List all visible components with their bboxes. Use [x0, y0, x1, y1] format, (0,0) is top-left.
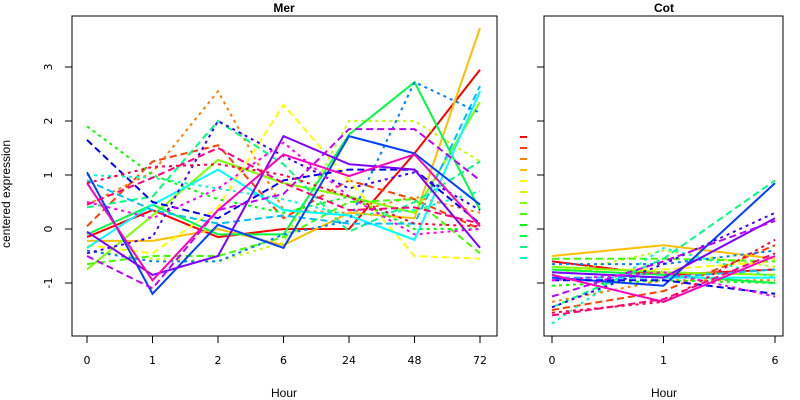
series-line-s19 — [551, 217, 776, 279]
series-line-s4 — [87, 27, 481, 247]
y-axis-cot — [537, 66, 544, 284]
x-tick-label: 6 — [280, 354, 287, 367]
x-axis-mer: 0 1 2 6 24 48 72 — [84, 336, 487, 367]
series-line-s18 — [551, 211, 776, 309]
series-line-s18 — [86, 119, 481, 255]
series-line-s4 — [551, 244, 776, 260]
x-tick-label: 0 — [549, 354, 556, 367]
x-axis-title-mer: Hour — [271, 386, 297, 400]
x-tick-label: 1 — [660, 354, 667, 367]
panel-title-cot: Cot — [654, 1, 674, 15]
series-line-s20 — [86, 128, 481, 290]
panel-title-mer: Mer — [273, 1, 295, 15]
x-tick-label: 1 — [149, 354, 156, 367]
series-line-s11 — [551, 179, 776, 309]
series-line-s17 — [552, 279, 776, 295]
x-tick-label: 0 — [84, 354, 91, 367]
series-line-s7 — [86, 101, 481, 271]
y-axis-mer: -1 0 1 2 3 — [42, 64, 72, 289]
series-line-s11 — [86, 119, 481, 233]
series-line-s22 — [86, 153, 481, 282]
series-lines-cot — [551, 179, 776, 325]
series-line-s21 — [86, 141, 481, 236]
plot-frame-mer — [71, 15, 498, 337]
legend-cot — [520, 136, 527, 259]
series-lines-mer — [86, 27, 481, 296]
x-tick-label: 72 — [473, 354, 487, 367]
series-line-s5 — [86, 103, 481, 260]
x-axis-cot: 0 1 6 — [549, 336, 779, 367]
series-line-s23 — [86, 146, 481, 225]
series-line-s16 — [86, 134, 481, 296]
y-axis-title: centered expression — [0, 140, 13, 248]
plot-frame-cot — [543, 15, 784, 337]
series-line-s19 — [86, 134, 481, 276]
series-line-s9 — [86, 125, 480, 230]
x-tick-label: 48 — [408, 354, 422, 367]
x-axis-title-cot: Hour — [651, 386, 677, 400]
x-tick-label: 6 — [772, 354, 779, 367]
series-line-s24 — [551, 238, 776, 314]
y-tick-label: 1 — [42, 172, 55, 179]
y-tick-label: 0 — [42, 226, 55, 233]
x-tick-label: 2 — [215, 354, 222, 367]
x-tick-label: 24 — [342, 354, 356, 367]
series-line-s14 — [86, 85, 481, 225]
series-line-s10 — [551, 268, 776, 284]
series-line-s7 — [551, 265, 776, 276]
y-tick-label: -1 — [42, 278, 55, 289]
series-line-s13 — [86, 90, 481, 249]
series-line-s15 — [552, 249, 776, 266]
panel-mer: Mer -1 0 1 2 3 0 1 2 6 24 48 72 Hour centered expr… — [0, 1, 498, 400]
y-tick-label: 3 — [42, 64, 55, 71]
series-line-s21 — [551, 271, 776, 298]
panel-cot: Cot 0 1 6 Hour — [520, 1, 784, 400]
series-line-s8 — [86, 198, 481, 266]
series-line-s2 — [86, 144, 481, 230]
series-line-s6 — [86, 120, 481, 263]
y-tick-label: 2 — [42, 118, 55, 125]
